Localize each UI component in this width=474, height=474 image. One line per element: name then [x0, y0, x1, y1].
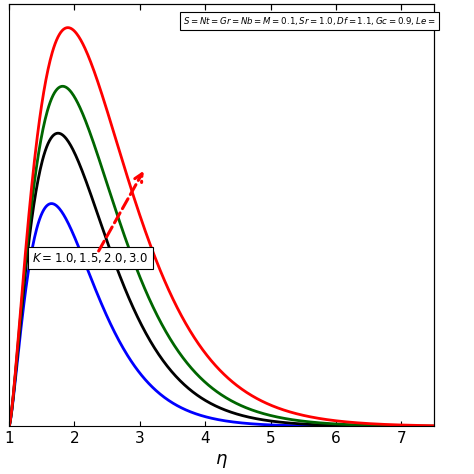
X-axis label: $\eta$: $\eta$ [215, 452, 228, 470]
Text: $K = 1.0, 1.5, 2.0, 3.0$: $K = 1.0, 1.5, 2.0, 3.0$ [32, 251, 148, 265]
FancyArrowPatch shape [99, 174, 142, 251]
Text: $S = Nt = Gr = Nb = M = 0.1, Sr = 1.0, Df = 1.1, Gc = 0.9, Le =$: $S = Nt = Gr = Nb = M = 0.1, Sr = 1.0, D… [183, 15, 436, 27]
